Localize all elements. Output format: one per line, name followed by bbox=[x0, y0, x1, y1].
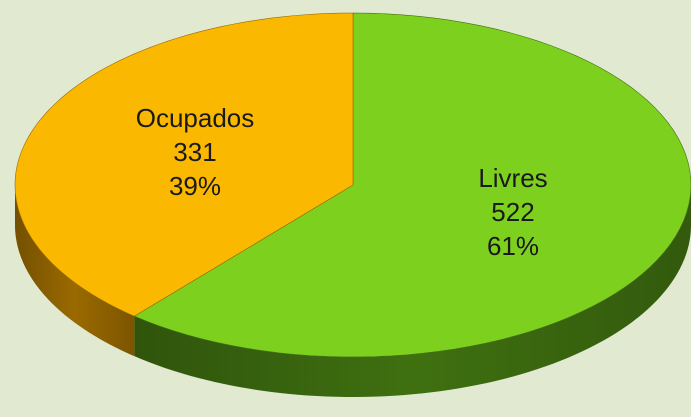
slice bbox=[14, 12, 354, 317]
slice-label: Livres bbox=[478, 163, 547, 193]
slice-percent: 39% bbox=[169, 171, 221, 201]
slice-value: 522 bbox=[491, 197, 534, 227]
slice-side-shade bbox=[134, 185, 691, 397]
slice-percent: 61% bbox=[487, 231, 539, 261]
slice-side-shade bbox=[15, 185, 135, 357]
slice bbox=[133, 12, 691, 358]
slice-label: Ocupados bbox=[136, 103, 255, 133]
slice-value: 331 bbox=[173, 137, 216, 167]
